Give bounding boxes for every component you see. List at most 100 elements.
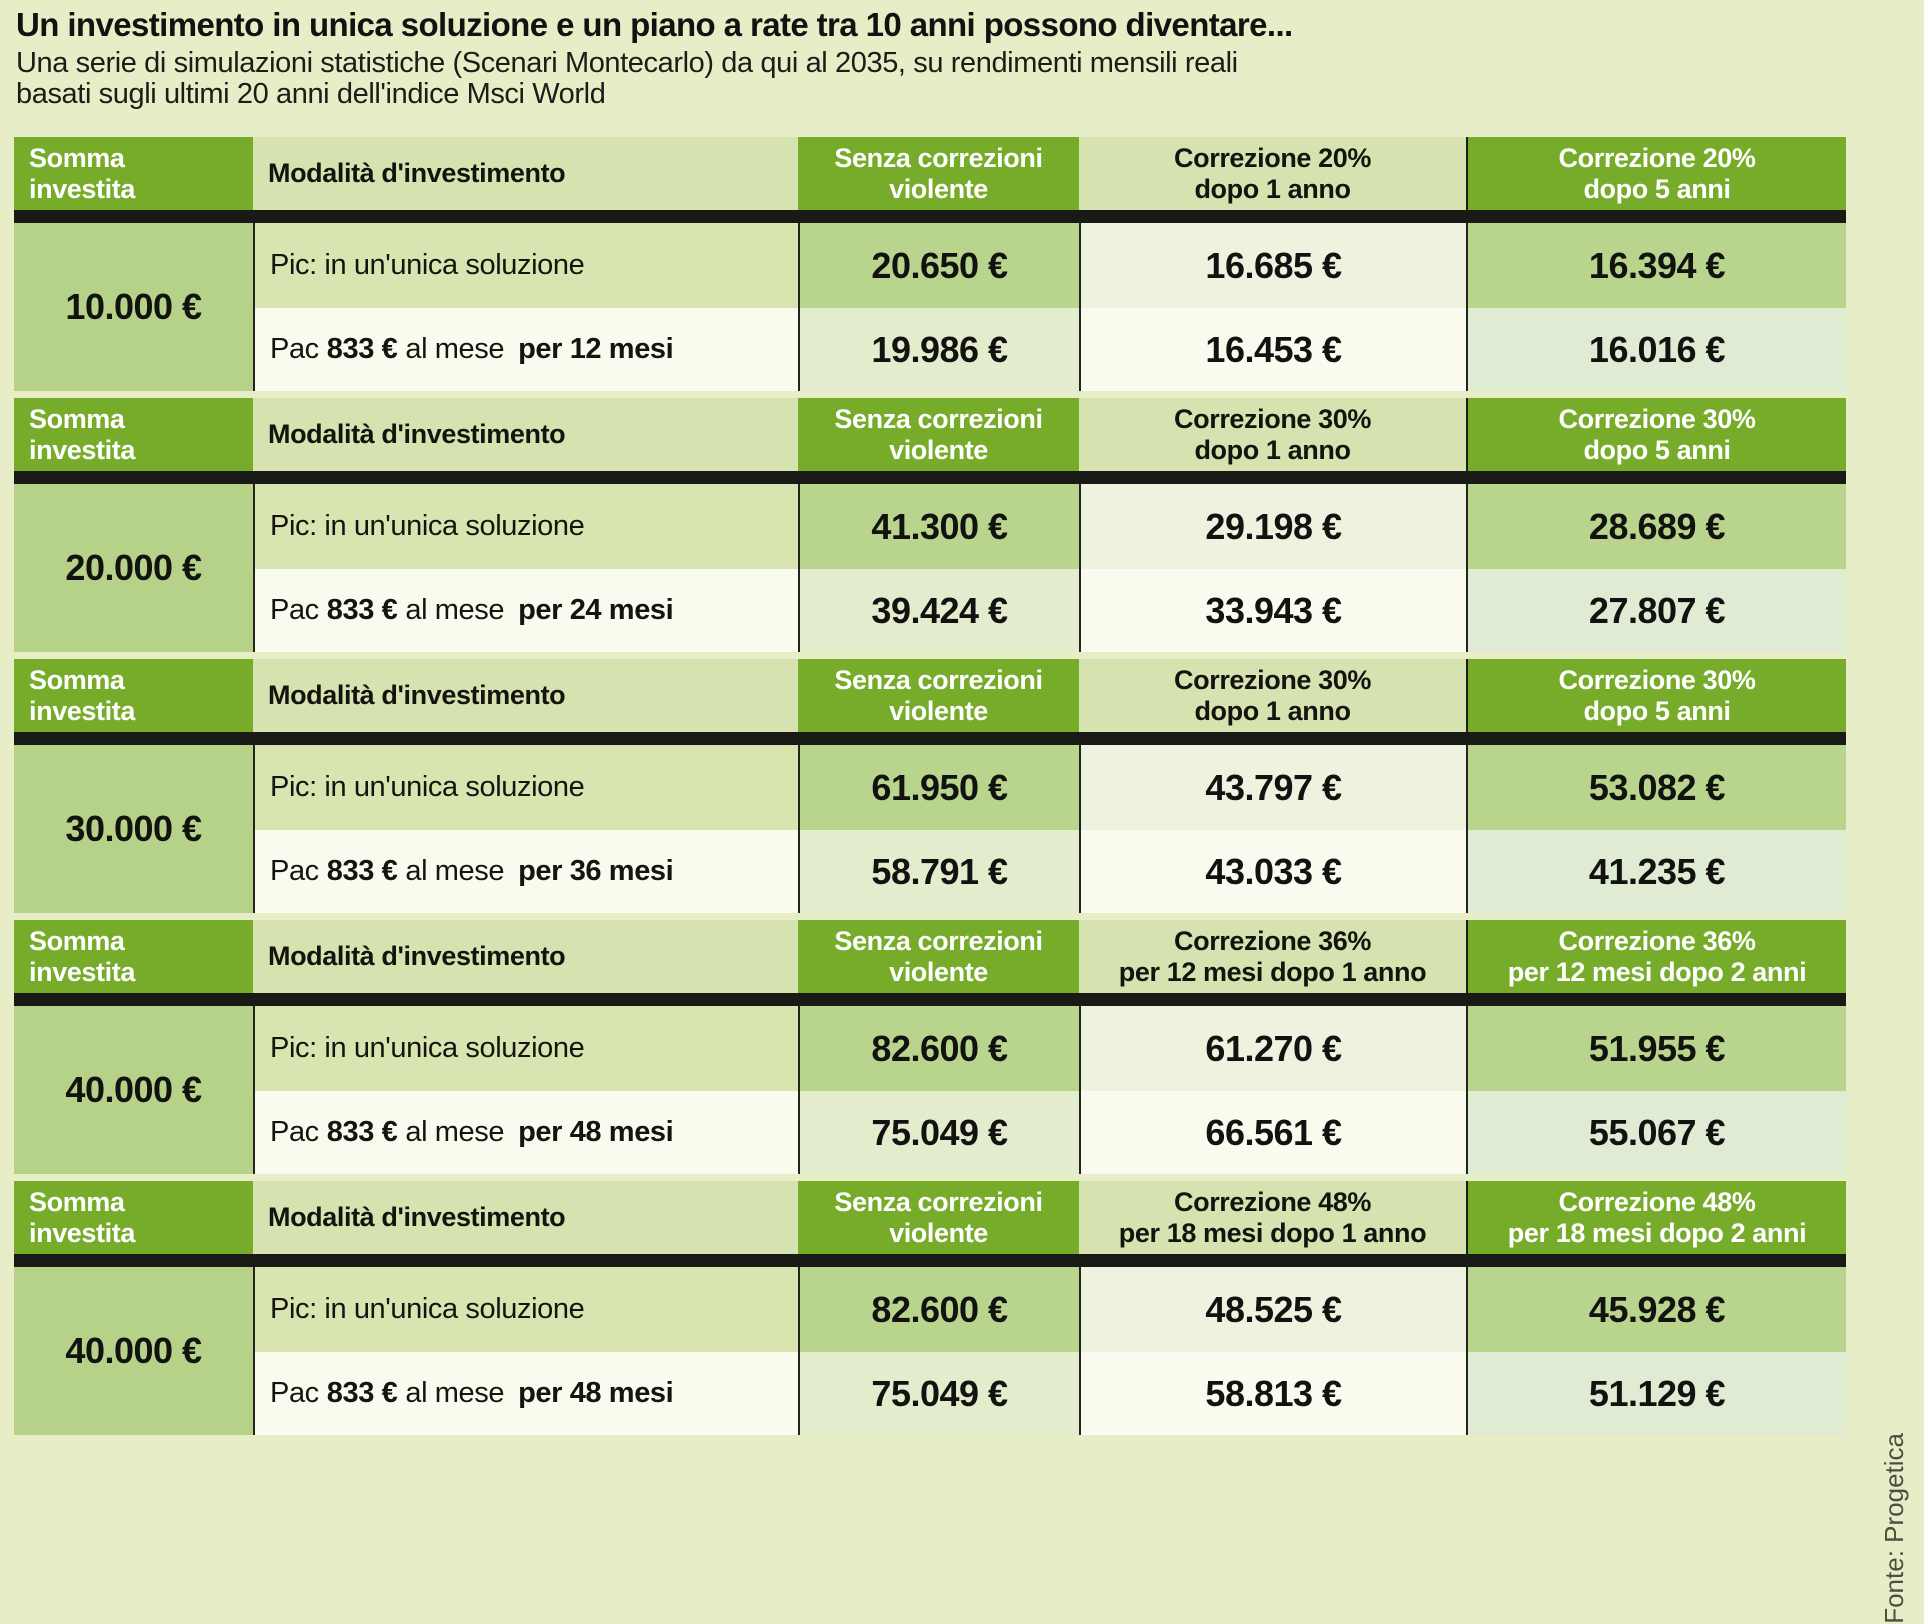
divider-bar: [14, 732, 1846, 745]
pac-value-senza-correzioni: 19.986 €: [798, 308, 1079, 391]
header-senza-correzioni: Senza correzioni violente: [798, 398, 1079, 471]
simulation-tables: Somma investita Modalità d'investimento …: [14, 137, 1846, 1442]
pac-label: Pac 833 € al mese per 12 mesi: [253, 308, 798, 391]
table-section-20000: Somma investita Modalità d'investimento …: [14, 398, 1846, 652]
pac-duration: per 12 mesi: [518, 333, 674, 365]
pac-value-senza-correzioni: 75.049 €: [798, 1352, 1079, 1435]
header-senza-correzioni: Senza correzioni violente: [798, 659, 1079, 732]
pac-value-correzione-2: 41.235 €: [1466, 830, 1846, 913]
pic-value-correzione-2: 51.955 €: [1466, 1006, 1846, 1091]
pac-frequency: al mese: [405, 333, 505, 365]
pic-value-senza-correzioni: 82.600 €: [798, 1267, 1079, 1352]
divider-bar: [14, 1254, 1846, 1267]
pic-value-correzione-1: 16.685 €: [1079, 223, 1466, 308]
table-header-row: Somma investita Modalità d'investimento …: [14, 1181, 1846, 1254]
pac-value-correzione-2: 51.129 €: [1466, 1352, 1846, 1435]
header-correzione-dopo-1-anno: Correzione 30% dopo 1 anno: [1079, 659, 1466, 732]
header-correzione-dopo-5-anni: Correzione 20% dopo 5 anni: [1466, 137, 1846, 210]
pac-duration: per 36 mesi: [518, 855, 674, 887]
table-section-40000-a: Somma investita Modalità d'investimento …: [14, 920, 1846, 1174]
table-row-pic: Pic: in un'unica soluzione 41.300 € 29.1…: [253, 484, 1846, 569]
pac-label: Pac 833 € al mese per 36 mesi: [253, 830, 798, 913]
pac-amount: 833 €: [326, 1377, 398, 1409]
pic-label: Pic: in un'unica soluzione: [253, 223, 798, 308]
header-correzione-dopo-1-anno: Correzione 48% per 18 mesi dopo 1 anno: [1079, 1181, 1466, 1254]
pac-label: Pac 833 € al mese per 48 mesi: [253, 1352, 798, 1435]
pac-frequency: al mese: [405, 1377, 505, 1409]
somma-cell: 30.000 €: [14, 745, 253, 913]
header-correzione-dopo-2-anni: Correzione 48% per 18 mesi dopo 2 anni: [1466, 1181, 1846, 1254]
divider-bar: [14, 993, 1846, 1006]
header-senza-correzioni: Senza correzioni violente: [798, 1181, 1079, 1254]
pac-duration: per 48 mesi: [518, 1116, 674, 1148]
pic-value-correzione-1: 43.797 €: [1079, 745, 1466, 830]
pac-prefix: Pac: [270, 333, 319, 365]
subtitle-line-1: Una serie di simulazioni statistiche (Sc…: [16, 47, 1238, 79]
pac-value-correzione-2: 16.016 €: [1466, 308, 1846, 391]
page-title: Un investimento in unica soluzione e un …: [16, 6, 1293, 43]
header-modalita: Modalità d'investimento: [253, 920, 798, 993]
pac-value-correzione-1: 16.453 €: [1079, 308, 1466, 391]
header-somma-investita: Somma investita: [14, 398, 253, 471]
table-section-30000: Somma investita Modalità d'investimento …: [14, 659, 1846, 913]
source-credit: Fonte: Progetica: [1879, 1433, 1909, 1624]
pac-value-senza-correzioni: 75.049 €: [798, 1091, 1079, 1174]
pac-value-correzione-1: 58.813 €: [1079, 1352, 1466, 1435]
pic-label: Pic: in un'unica soluzione: [253, 1006, 798, 1091]
pic-label: Pic: in un'unica soluzione: [253, 1267, 798, 1352]
pac-frequency: al mese: [405, 1116, 505, 1148]
header-correzione-dopo-1-anno: Correzione 20% dopo 1 anno: [1079, 137, 1466, 210]
pac-amount: 833 €: [326, 594, 398, 626]
table-row-pac: Pac 833 € al mese per 24 mesi 39.424 € 3…: [253, 569, 1846, 652]
table-body: 10.000 € Pic: in un'unica soluzione 20.6…: [14, 223, 1846, 391]
header-modalita: Modalità d'investimento: [253, 137, 798, 210]
table-section-40000-b: Somma investita Modalità d'investimento …: [14, 1181, 1846, 1435]
header-modalita: Modalità d'investimento: [253, 398, 798, 471]
table-body: 20.000 € Pic: in un'unica soluzione 41.3…: [14, 484, 1846, 652]
pac-frequency: al mese: [405, 594, 505, 626]
table-header-row: Somma investita Modalità d'investimento …: [14, 659, 1846, 732]
header-correzione-dopo-1-anno: Correzione 30% dopo 1 anno: [1079, 398, 1466, 471]
table-row-pic: Pic: in un'unica soluzione 82.600 € 61.2…: [253, 1006, 1846, 1091]
pic-value-senza-correzioni: 41.300 €: [798, 484, 1079, 569]
pac-label: Pac 833 € al mese per 48 mesi: [253, 1091, 798, 1174]
pic-value-senza-correzioni: 20.650 €: [798, 223, 1079, 308]
pac-prefix: Pac: [270, 594, 319, 626]
subtitle-line-2: basati sugli ultimi 20 anni dell'indice …: [16, 78, 606, 111]
header-senza-correzioni: Senza correzioni violente: [798, 920, 1079, 993]
table-row-pac: Pac 833 € al mese per 48 mesi 75.049 € 6…: [253, 1091, 1846, 1174]
pac-prefix: Pac: [270, 855, 319, 887]
somma-cell: 40.000 €: [14, 1006, 253, 1174]
table-header-row: Somma investita Modalità d'investimento …: [14, 398, 1846, 471]
pac-amount: 833 €: [326, 1116, 398, 1148]
pic-value-correzione-2: 45.928 €: [1466, 1267, 1846, 1352]
divider-bar: [14, 471, 1846, 484]
page-subtitle: Una serie di simulazioni statistiche (Sc…: [16, 47, 1238, 111]
header-correzione-dopo-2-anni: Correzione 36% per 12 mesi dopo 2 anni: [1466, 920, 1846, 993]
pic-label: Pic: in un'unica soluzione: [253, 484, 798, 569]
table-row-pic: Pic: in un'unica soluzione 82.600 € 48.5…: [253, 1267, 1846, 1352]
pic-label: Pic: in un'unica soluzione: [253, 745, 798, 830]
table-body: 40.000 € Pic: in un'unica soluzione 82.6…: [14, 1267, 1846, 1435]
table-row-pic: Pic: in un'unica soluzione 20.650 € 16.6…: [253, 223, 1846, 308]
pic-value-correzione-2: 53.082 €: [1466, 745, 1846, 830]
pic-value-correzione-2: 28.689 €: [1466, 484, 1846, 569]
pic-value-correzione-1: 61.270 €: [1079, 1006, 1466, 1091]
pac-amount: 833 €: [326, 333, 398, 365]
table-row-pac: Pac 833 € al mese per 12 mesi 19.986 € 1…: [253, 308, 1846, 391]
pic-value-correzione-2: 16.394 €: [1466, 223, 1846, 308]
pac-value-correzione-1: 33.943 €: [1079, 569, 1466, 652]
pac-frequency: al mese: [405, 855, 505, 887]
pac-duration: per 24 mesi: [518, 594, 674, 626]
pac-value-correzione-1: 43.033 €: [1079, 830, 1466, 913]
pac-value-correzione-1: 66.561 €: [1079, 1091, 1466, 1174]
table-section-10000: Somma investita Modalità d'investimento …: [14, 137, 1846, 391]
table-row-pac: Pac 833 € al mese per 36 mesi 58.791 € 4…: [253, 830, 1846, 913]
pac-value-correzione-2: 55.067 €: [1466, 1091, 1846, 1174]
table-row-pic: Pic: in un'unica soluzione 61.950 € 43.7…: [253, 745, 1846, 830]
pac-value-senza-correzioni: 58.791 €: [798, 830, 1079, 913]
pac-duration: per 48 mesi: [518, 1377, 674, 1409]
pic-value-senza-correzioni: 82.600 €: [798, 1006, 1079, 1091]
pic-value-senza-correzioni: 61.950 €: [798, 745, 1079, 830]
infographic-page: Un investimento in unica soluzione e un …: [14, 6, 1909, 1624]
